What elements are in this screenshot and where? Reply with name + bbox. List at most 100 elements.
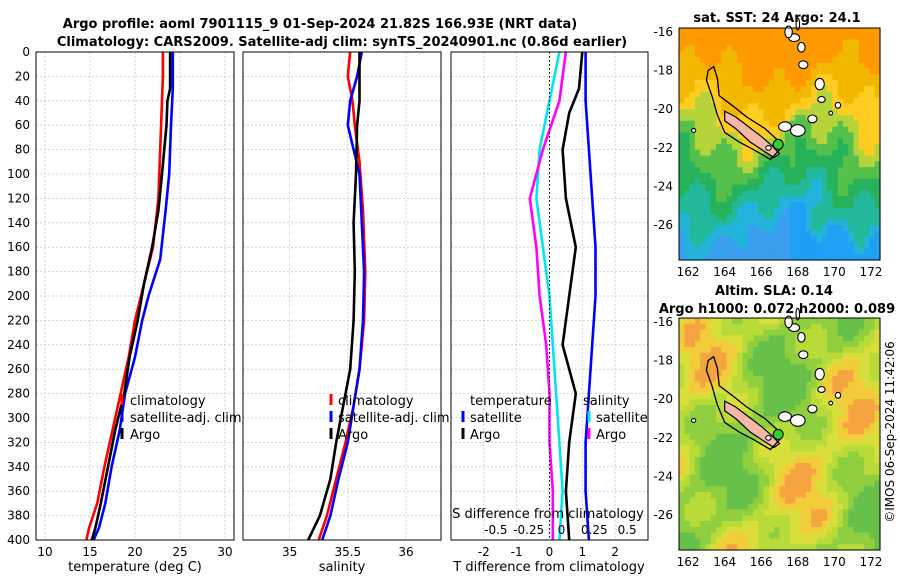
map-cell (858, 86, 865, 93)
map-cell (827, 445, 833, 452)
map-cell (784, 144, 791, 151)
map-cell (805, 492, 812, 499)
map-cell (737, 376, 744, 383)
map-cell (779, 68, 786, 75)
map-cell (700, 184, 707, 191)
map-cell (790, 497, 796, 505)
map-cell (864, 335, 871, 342)
map-cell (763, 115, 770, 122)
map-cell (853, 323, 860, 331)
map-cell (753, 381, 759, 389)
map-cell (821, 347, 828, 354)
map-cell (737, 439, 744, 447)
map-cell (816, 207, 823, 215)
map-cell (800, 503, 807, 510)
map-cell (758, 364, 765, 371)
map-cell (832, 126, 839, 133)
map-cell (853, 242, 860, 249)
x-tick-label: 10 (37, 545, 52, 559)
map-cell (700, 503, 707, 510)
map-cell (763, 167, 770, 174)
map-cell (811, 329, 818, 336)
map-cell (737, 86, 744, 93)
map-cell (811, 126, 818, 133)
map-cell (747, 526, 754, 534)
map-cell (837, 190, 844, 197)
map-cell (816, 115, 823, 122)
map-cell (790, 86, 796, 93)
map-cell (874, 318, 881, 325)
map-cell (790, 115, 796, 122)
map-cell (747, 120, 754, 128)
map-cell (737, 463, 744, 470)
map-cell (842, 28, 849, 35)
map-cell (853, 370, 860, 377)
map-cell (753, 358, 759, 365)
map-cell (747, 207, 754, 215)
map-cell (832, 138, 839, 145)
map-cell (790, 80, 796, 87)
map-cell (753, 515, 759, 522)
map-cell (753, 318, 759, 325)
map-cell (758, 376, 765, 383)
map-cell (811, 149, 818, 157)
map-cell (805, 463, 812, 470)
map-cell (721, 422, 728, 429)
map-cell (864, 352, 871, 360)
map-cell (869, 196, 876, 203)
longitude-tick-label: 164 (713, 555, 736, 569)
map-cell (842, 532, 849, 539)
map-cell (684, 468, 691, 476)
map-cell (731, 184, 738, 191)
map-cell (842, 416, 849, 423)
map-cell (684, 86, 691, 93)
map-cell (684, 341, 691, 348)
map-cell (805, 109, 812, 116)
map-cell (811, 184, 818, 191)
map-cell (742, 521, 749, 528)
map-cell (874, 120, 881, 128)
map-cell (774, 57, 781, 64)
map-cell (694, 474, 701, 481)
map-cell (747, 51, 754, 58)
depth-tick-label: 40 (15, 94, 30, 108)
map-cell (827, 74, 833, 81)
map-cell (710, 57, 717, 64)
map-cell (700, 347, 707, 354)
map-cell (747, 178, 754, 186)
map-cell (848, 51, 855, 58)
map-cell (747, 434, 754, 441)
map-cell (700, 173, 707, 180)
map-cell (710, 399, 717, 406)
argo-location-marker (772, 138, 784, 150)
map-cell (731, 474, 738, 481)
map-cell (864, 45, 871, 52)
map-cell (864, 451, 871, 458)
map-cell (721, 62, 728, 70)
map-cell (842, 526, 849, 534)
map-cell (694, 91, 701, 99)
map-cell (705, 393, 712, 400)
x-tick-label: 15 (82, 545, 97, 559)
map-cell (784, 184, 791, 191)
map-cell (784, 474, 791, 481)
map-cell (864, 173, 871, 180)
map-cell (837, 439, 844, 447)
map-cell (795, 341, 802, 348)
map-cell (747, 28, 754, 35)
map-cell (684, 132, 691, 139)
longitude-tick-label: 162 (677, 265, 700, 279)
map-cell (747, 486, 754, 493)
map-cell (753, 497, 759, 505)
map-cell (821, 445, 828, 452)
map-cell (705, 161, 712, 168)
map-cell (811, 155, 818, 162)
map-cell (763, 376, 770, 383)
map-cell (753, 544, 759, 551)
map-cell (774, 86, 781, 93)
map-cell (874, 323, 881, 331)
map-cell (753, 231, 759, 238)
map-cell (726, 196, 733, 203)
map-cell (710, 422, 717, 429)
